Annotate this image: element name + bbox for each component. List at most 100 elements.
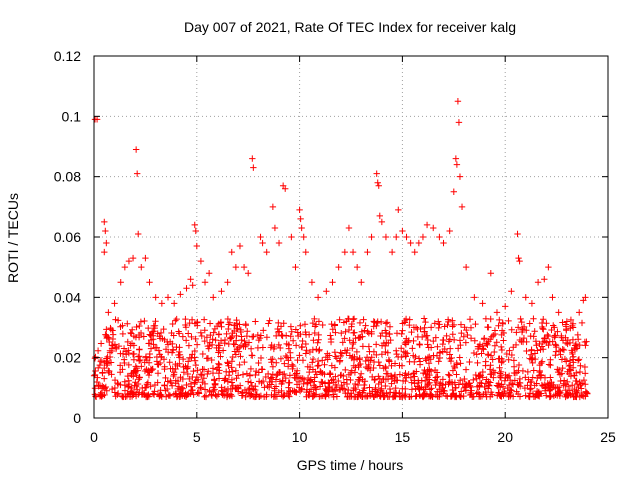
scatter-point: [233, 384, 240, 392]
scatter-point: [366, 366, 374, 374]
scatter-point: [423, 332, 431, 339]
scatter-point: [93, 378, 101, 386]
scatter-point: [436, 321, 443, 328]
scatter-point: [130, 332, 138, 340]
scatter-point: [365, 343, 373, 350]
scatter-point: [312, 386, 320, 393]
scatter-point: [119, 393, 126, 400]
scatter-point: [255, 378, 263, 385]
scatter-point: [91, 355, 99, 362]
scatter-point: [244, 378, 252, 385]
scatter-point: [239, 389, 247, 396]
scatter-point: [444, 321, 451, 329]
scatter-point: [460, 333, 467, 340]
scatter-point: [420, 393, 427, 400]
scatter-point: [394, 353, 402, 361]
scatter-point: [498, 331, 505, 339]
scatter-point: [245, 339, 253, 346]
scatter-point: [270, 393, 278, 400]
y-tick-label: 0.12: [54, 48, 81, 64]
scatter-point: [530, 315, 537, 322]
scatter-point: [445, 380, 452, 388]
scatter-point: [554, 328, 561, 335]
scatter-point: [327, 332, 334, 339]
scatter-point: [293, 381, 301, 388]
scatter-point: [432, 334, 440, 341]
scatter-point: [471, 337, 479, 344]
scatter-point: [238, 392, 246, 399]
y-tick-label: 0.08: [54, 169, 81, 185]
scatter-point: [359, 343, 367, 350]
scatter-point: [221, 377, 228, 384]
scatter-point: [453, 393, 460, 401]
scatter-point: [342, 366, 349, 374]
scatter-point: [306, 368, 313, 376]
scatter-point: [360, 316, 367, 323]
scatter-point: [173, 343, 180, 351]
scatter-point: [416, 340, 423, 348]
scatter-point: [538, 358, 546, 365]
scatter-point: [187, 276, 194, 283]
scatter-point: [526, 392, 533, 400]
scatter-point: [228, 392, 236, 400]
scatter-point: [446, 372, 453, 379]
scatter-point: [331, 364, 339, 371]
scatter-point: [182, 363, 189, 370]
scatter-point: [208, 391, 215, 398]
scatter-point: [300, 233, 307, 241]
scatter-point: [552, 352, 559, 359]
scatter-point: [247, 365, 255, 373]
scatter-point: [520, 323, 528, 331]
scatter-point: [194, 376, 202, 383]
scatter-point: [462, 263, 470, 271]
scatter-point: [577, 362, 584, 369]
scatter-point: [379, 375, 387, 383]
scatter-point: [519, 338, 527, 346]
scatter-point: [373, 170, 380, 177]
scatter-point: [129, 389, 136, 397]
scatter-point: [569, 356, 577, 363]
scatter-point: [360, 381, 368, 389]
scatter-point: [197, 257, 205, 265]
scatter-point: [116, 362, 124, 369]
scatter-point: [232, 367, 240, 374]
scatter-point: [94, 374, 101, 381]
scatter-point: [476, 341, 484, 348]
scatter-point: [337, 386, 344, 393]
scatter-point: [457, 377, 464, 384]
scatter-point: [259, 366, 266, 373]
scatter-point: [344, 346, 351, 354]
scatter-point: [210, 384, 217, 391]
scatter-point: [154, 370, 162, 377]
scatter-point: [286, 379, 293, 386]
scatter-point: [343, 380, 351, 388]
scatter-point: [186, 319, 193, 327]
scatter-point: [172, 377, 179, 384]
scatter-point: [170, 372, 177, 380]
scatter-point: [569, 382, 576, 389]
scatter-point: [306, 388, 313, 395]
scatter-point: [364, 248, 371, 256]
scatter-point: [555, 309, 562, 316]
scatter-point: [456, 354, 463, 361]
scatter-point: [465, 380, 472, 387]
y-tick-label: 0.1: [62, 108, 82, 124]
scatter-point: [191, 320, 199, 327]
scatter-point: [164, 294, 172, 301]
scatter-point: [311, 315, 318, 323]
scatter-point: [392, 377, 400, 384]
scatter-point: [289, 337, 297, 344]
scatter-point: [151, 324, 158, 332]
scatter-point: [432, 381, 439, 389]
scatter-point: [172, 317, 179, 324]
scatter-point: [168, 329, 175, 337]
scatter-point: [559, 364, 566, 372]
scatter-point: [316, 346, 323, 353]
scatter-point: [211, 377, 218, 384]
scatter-point: [219, 390, 226, 398]
scatter-point: [185, 342, 193, 349]
scatter-point: [200, 316, 208, 323]
scatter-point: [281, 360, 288, 367]
scatter-point: [287, 388, 294, 395]
scatter-point: [117, 381, 124, 389]
